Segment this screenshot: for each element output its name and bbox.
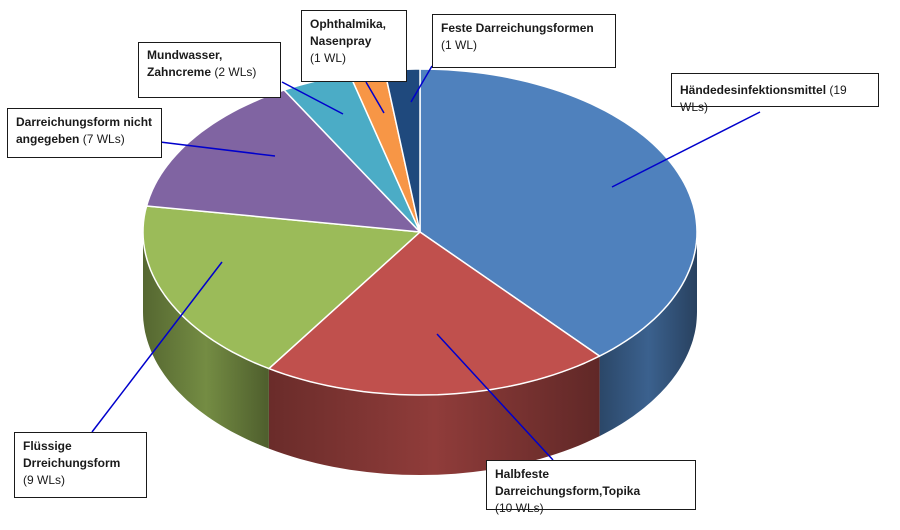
callout-feste: Feste Darreichungsformen (1 WL) <box>432 14 616 68</box>
leader-line-2 <box>436 333 554 461</box>
slice-value: (9 WLs) <box>23 473 65 487</box>
callout-haendedesinfektionsmittel: Händedesinfektionsmittel (19 WLs) <box>671 73 879 114</box>
slice-label: Darreichungsform nicht angegeben (7 WLs) <box>16 114 153 148</box>
slice-label: Mundwasser, Zahncreme (2 WLs) <box>147 47 272 81</box>
pie-slice-tops <box>142 68 698 396</box>
slice-value: (1 WL) <box>310 51 346 65</box>
leader-line-6 <box>365 81 385 114</box>
pie-slice-1 <box>419 68 698 357</box>
slice-label-text: Darreichungsform nicht angegeben <box>16 115 153 146</box>
callout-fluessige: Flüssige Drreichungsform (9 WLs) <box>14 432 147 498</box>
leader-line-4 <box>159 141 276 157</box>
leader-line-7 <box>410 65 433 103</box>
pie-slice-4 <box>145 89 421 233</box>
slice-label-text: Mundwasser, Zahncreme <box>147 48 223 79</box>
slice-label: Feste Darreichungsformen <box>441 21 594 35</box>
slice-label: Händedesinfektionsmittel <box>680 83 827 97</box>
slice-label: Flüssige Drreichungsform <box>23 439 121 470</box>
leader-line-3 <box>91 261 223 433</box>
slice-value: (7 WLs) <box>82 132 125 146</box>
pie-side-2 <box>268 356 600 475</box>
leader-line-5 <box>281 81 344 115</box>
slice-value: (19 WLs) <box>680 83 847 114</box>
callout-ophthalmika: Ophthalmika, Nasenpray (1 WL) <box>301 10 407 82</box>
pie-side-1 <box>599 232 697 437</box>
leader-line-1 <box>611 111 761 188</box>
pie-side-walls <box>143 232 697 475</box>
slice-value: (10 WLs) <box>495 501 544 515</box>
callout-halbfeste: Halbfeste Darreichungsform,Topika (10 WL… <box>486 460 696 515</box>
slice-value: (2 WLs) <box>214 65 257 79</box>
pie-side-3 <box>143 232 269 449</box>
callout-mundwasser: Mundwasser, Zahncreme (2 WLs) <box>138 42 281 98</box>
callout-nicht-angegeben: Darreichungsform nicht angegeben (7 WLs) <box>7 108 162 158</box>
slice-value: (1 WL) <box>441 38 477 52</box>
slice-label: Halbfeste Darreichungsform,Topika <box>495 467 641 498</box>
pie-slice-2 <box>268 231 601 396</box>
leader-lines <box>91 65 761 461</box>
pie-slice-3 <box>142 205 421 370</box>
slice-label: Ophthalmika, Nasenpray <box>310 17 387 48</box>
